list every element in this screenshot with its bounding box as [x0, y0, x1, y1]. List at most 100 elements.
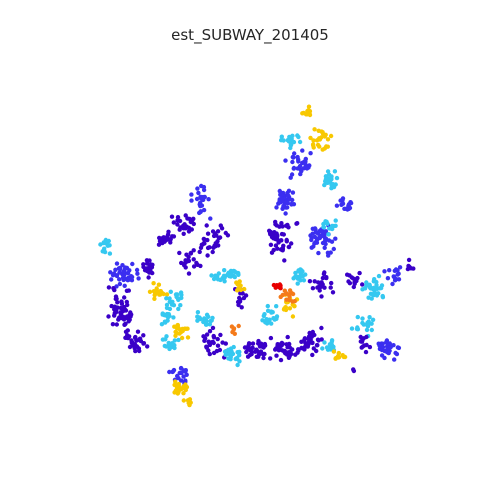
scatter-point — [392, 357, 396, 361]
scatter-point — [157, 290, 161, 294]
scatter-point — [259, 342, 263, 346]
scatter-point — [295, 155, 299, 159]
scatter-point — [360, 282, 364, 286]
scatter-point — [341, 202, 345, 206]
scatter-point — [261, 356, 265, 360]
scatter-point — [287, 292, 291, 296]
scatter-point — [351, 367, 355, 371]
scatter-point — [216, 229, 220, 233]
scatter-point — [195, 197, 199, 201]
scatter-point — [196, 310, 200, 314]
scatter-point — [388, 341, 392, 345]
scatter-point — [133, 349, 137, 353]
scatter-point — [115, 261, 119, 265]
scatter-point — [106, 314, 110, 318]
scatter-point — [380, 283, 384, 287]
scatter-point — [189, 251, 193, 255]
scatter-point — [163, 337, 167, 341]
scatter-point — [218, 235, 222, 239]
scatter-point — [368, 284, 372, 288]
scatter-point — [150, 265, 154, 269]
scatter-point — [310, 246, 314, 250]
scatter-point — [208, 329, 212, 333]
scatter-point — [222, 279, 226, 283]
scatter-point — [286, 335, 290, 339]
scatter-point — [395, 352, 399, 356]
scatter-point — [137, 349, 141, 353]
scatter-point — [311, 330, 315, 334]
scatter-point — [307, 105, 311, 109]
scatter-point — [278, 189, 282, 193]
scatter-point — [262, 352, 266, 356]
scatter-point — [218, 333, 222, 337]
scatter-point — [108, 270, 112, 274]
scatter-point — [308, 279, 312, 283]
scatter-point — [329, 176, 333, 180]
scatter-point — [189, 198, 193, 202]
scatter-point — [298, 140, 302, 144]
scatter-point — [285, 238, 289, 242]
scatter-point — [291, 292, 295, 296]
scatter-point — [171, 369, 175, 373]
scatter-point — [188, 397, 192, 401]
scatter-point — [121, 278, 125, 282]
scatter-point — [212, 351, 216, 355]
scatter-point — [293, 353, 297, 357]
scatter-point — [179, 366, 183, 370]
scatter-point — [368, 345, 372, 349]
scatter-point — [315, 285, 319, 289]
scatter-point — [170, 215, 174, 219]
scatter-point — [235, 356, 239, 360]
scatter-point — [160, 322, 164, 326]
scatter-point — [296, 281, 300, 285]
scatter-point — [157, 283, 161, 287]
scatter-point — [274, 243, 278, 247]
scatter-point — [178, 219, 182, 223]
scatter-point — [126, 328, 130, 332]
scatter-point — [320, 229, 324, 233]
scatter-point — [387, 351, 391, 355]
scatter-point — [326, 137, 330, 141]
scatter-point — [333, 169, 337, 173]
scatter-point — [208, 352, 212, 356]
scatter-point — [211, 229, 215, 233]
scatter-point — [123, 322, 127, 326]
scatter-point — [322, 340, 326, 344]
scatter-point — [237, 350, 241, 354]
scatter-point — [204, 319, 208, 323]
scatter-point — [274, 346, 278, 350]
scatter-point — [146, 275, 150, 279]
scatter-point — [300, 269, 304, 273]
scatter-point — [201, 334, 205, 338]
scatter-point — [329, 281, 333, 285]
scatter-point — [176, 307, 180, 311]
scatter-point — [312, 241, 316, 245]
scatter-point — [351, 276, 355, 280]
scatter-point — [212, 234, 216, 238]
scatter-point — [269, 310, 273, 314]
scatter-point — [367, 315, 371, 319]
scatter-point — [278, 344, 282, 348]
scatter-point — [274, 317, 278, 321]
scatter-point — [274, 304, 278, 308]
scatter-point — [280, 207, 284, 211]
scatter-point — [321, 132, 325, 136]
scatter-point — [268, 356, 272, 360]
scatter-point — [115, 322, 119, 326]
scatter-point — [290, 347, 294, 351]
scatter-point — [184, 265, 188, 269]
scatter-point — [218, 278, 222, 282]
scatter-point — [290, 172, 294, 176]
scatter-point — [201, 195, 205, 199]
scatter-point — [294, 222, 298, 226]
scatter-point — [311, 142, 315, 146]
scatter-point — [329, 134, 333, 138]
scatter-point — [126, 271, 130, 275]
scatter-point — [210, 316, 214, 320]
scatter-point — [129, 338, 133, 342]
scatter-point — [291, 276, 295, 280]
scatter-point — [176, 298, 180, 302]
scatter-point — [101, 249, 105, 253]
scatter-point — [356, 315, 360, 319]
scatter-point — [123, 336, 127, 340]
